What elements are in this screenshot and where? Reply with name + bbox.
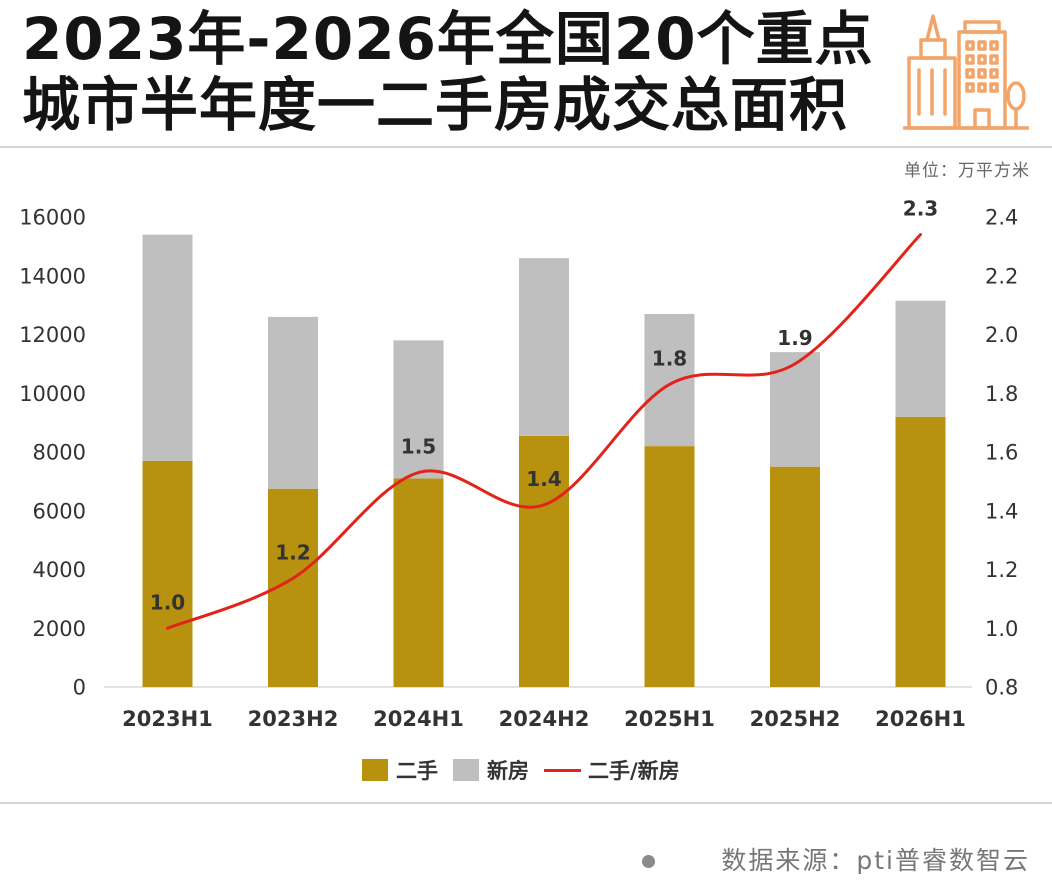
bar-segment-s1-2025h2: [770, 352, 820, 467]
data-label: 1.4: [526, 467, 561, 491]
bar-segment-s0-2023h1: [142, 460, 193, 687]
y-left-tick-label: 16000: [19, 206, 86, 230]
y-left-tick-label: 6000: [33, 499, 86, 523]
bar-segment-s0-2026h1: [895, 416, 946, 687]
y-right-tick-label: 2.2: [985, 264, 1018, 288]
data-label: 1.5: [401, 435, 436, 459]
y-left-tick-label: 4000: [33, 558, 86, 582]
bar-segment-s0-2024h2: [519, 435, 569, 687]
x-tick-label: 2026H1: [875, 707, 966, 731]
legend-swatch-second-hand: [362, 759, 388, 781]
data-label: 1.2: [275, 540, 310, 564]
bar-segment-s0-2024h1: [393, 478, 444, 687]
chart-svg: 0 2000 4000 6000 8000 10000 12000 14000 16000 0.8…: [19, 197, 1018, 731]
bar-segment-s0-2025h2: [770, 466, 820, 687]
bar-segment-s1-2024h1: [393, 340, 444, 479]
page-title-line-2: 城市半年度一二手房成交总面积: [22, 71, 849, 139]
header-divider: [0, 146, 1052, 148]
y-right-tick-label: 1.0: [985, 617, 1018, 641]
y-left-tick-label: 0: [73, 676, 86, 700]
x-tick-label: 2024H2: [499, 707, 590, 731]
y-left-tick-label: 2000: [33, 617, 86, 641]
bar-segment-s0-2025h1: [644, 446, 695, 687]
legend-item-ratio: 二手/新房: [544, 755, 680, 785]
unit-label: 单位：万平方米: [904, 161, 1030, 181]
bar-segment-s1-2023h1: [142, 234, 193, 461]
y-left-tick-label: 12000: [19, 323, 86, 347]
y-left-tick-label: 8000: [33, 441, 86, 465]
y-right-tick-label: 1.4: [985, 499, 1018, 523]
ratio-line: [166, 233, 922, 630]
y-left-tick-label: 14000: [19, 264, 86, 288]
data-label: 2.3: [903, 197, 938, 221]
data-label: 1.8: [652, 346, 687, 370]
y-right-tick-label: 1.6: [985, 441, 1018, 465]
page-title-line-1: 2023年-2026年全国20个重点: [22, 5, 874, 73]
bar-segment-s1-2026h1: [895, 300, 946, 417]
legend-swatch-ratio-line: [544, 768, 581, 772]
y-right-tick-label: 1.8: [985, 382, 1018, 406]
bullet-dot-icon: [642, 855, 655, 868]
legend-item-second-hand: 二手: [362, 755, 438, 785]
bar-segment-s1-2025h1: [644, 313, 695, 447]
data-label: 1.0: [150, 590, 185, 614]
legend-label-new-home: 新房: [487, 759, 529, 783]
y-right-tick-label: 1.2: [985, 558, 1018, 582]
footer-divider: [0, 802, 1052, 804]
chart-legend: 二手 新房 二手/新房: [362, 755, 680, 785]
x-tick-label: 2025H2: [750, 707, 841, 731]
y-left-tick-label: 10000: [19, 382, 86, 406]
x-tick-label: 2023H1: [122, 707, 213, 731]
y-right-tick-label: 0.8: [985, 676, 1018, 700]
y-right-tick-label: 2.4: [985, 206, 1018, 230]
x-tick-label: 2025H1: [624, 707, 715, 731]
y-right-tick-label: 2.0: [985, 323, 1018, 347]
data-label: 1.9: [777, 326, 812, 350]
page-title: 2023年-2026年全国20个重点 城市半年度一二手房成交总面积: [22, 6, 874, 138]
legend-item-new-home: 新房: [453, 755, 529, 785]
legend-label-ratio: 二手/新房: [588, 759, 680, 783]
x-tick-label: 2023H2: [248, 707, 339, 731]
bar-segment-s1-2023h2: [268, 316, 318, 489]
legend-swatch-new-home: [453, 759, 479, 781]
x-tick-label: 2024H1: [373, 707, 464, 731]
city-buildings-icon: [903, 14, 1029, 130]
legend-label-second-hand: 二手: [396, 759, 438, 783]
data-source-note: 数据来源：pti普睿数智云: [721, 846, 1030, 875]
bar-segment-s1-2024h2: [519, 258, 569, 436]
